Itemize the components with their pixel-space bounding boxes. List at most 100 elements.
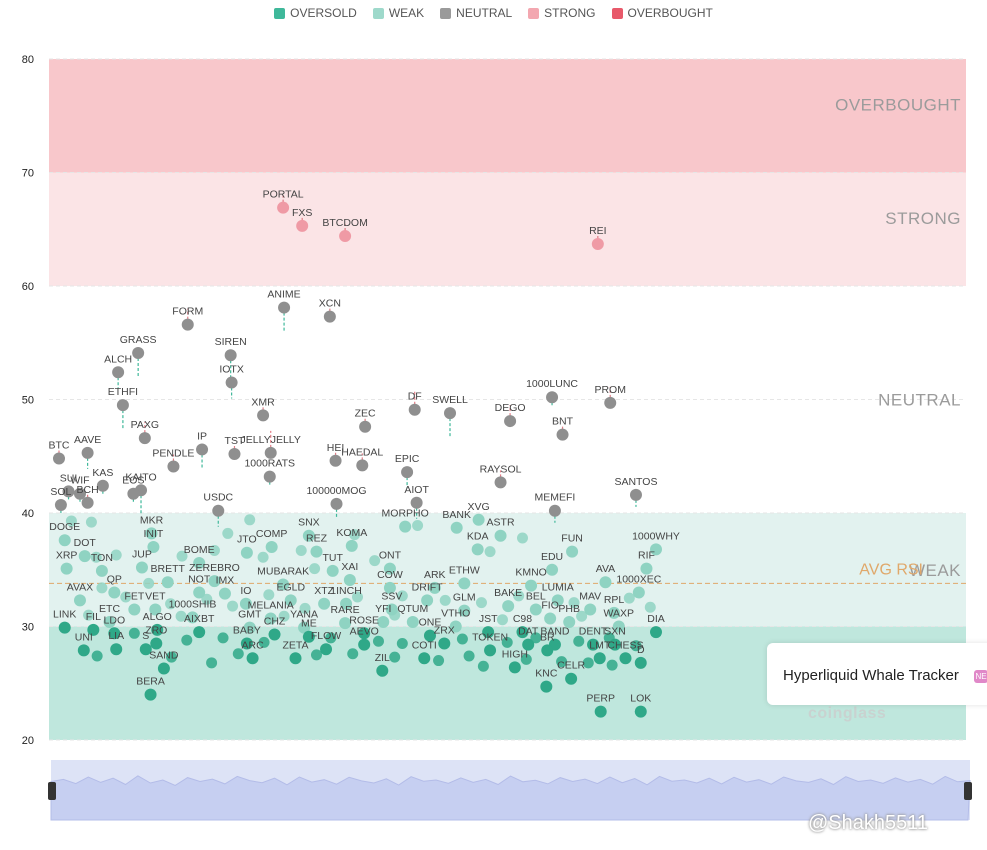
coinglass-watermark: coinglass — [808, 705, 887, 722]
data-point — [494, 476, 507, 489]
tooltip-card[interactable]: Hyperliquid Whale Tracker NE — [767, 643, 987, 705]
data-point-label: S — [142, 630, 149, 642]
legend-item-overbought[interactable]: OVERBOUGHT — [611, 4, 713, 22]
data-point-label: KAITO — [125, 471, 156, 483]
data-point — [103, 615, 116, 628]
data-point-label: BR — [540, 631, 555, 643]
data-point — [604, 396, 617, 409]
data-point — [345, 539, 358, 552]
data-point-label: DENT — [579, 626, 608, 638]
data-point — [501, 636, 513, 648]
data-point — [406, 615, 419, 628]
data-point-label: NOT — [188, 573, 211, 585]
data-point-label: MEMEFI — [534, 492, 575, 504]
data-point-label: ETC — [99, 603, 120, 615]
tooltip-text: Hyperliquid Whale Tracker — [783, 667, 959, 684]
data-point — [623, 592, 635, 604]
data-point-label: AEVO — [350, 626, 379, 638]
data-point — [444, 407, 457, 420]
data-point-label: REZ — [306, 533, 328, 545]
y-tick-label: 60 — [22, 281, 34, 293]
data-point-label: SAND — [149, 649, 179, 661]
y-tick-label: 40 — [22, 508, 34, 520]
data-point-label: GMT — [238, 609, 262, 621]
data-point-label: HIGH — [502, 648, 528, 660]
navigator-left-handle[interactable] — [48, 782, 56, 800]
data-point-label: LDO — [104, 614, 126, 626]
legend-item-oversold[interactable]: OVERSOLD — [274, 4, 357, 22]
data-point — [176, 550, 188, 562]
user-watermark: @Shakh5511 — [808, 812, 929, 834]
data-point-label: HAEDAL — [341, 446, 383, 458]
data-point — [377, 615, 390, 628]
data-point — [530, 632, 542, 644]
data-point — [309, 563, 321, 575]
data-point — [385, 603, 398, 616]
data-point — [58, 621, 71, 634]
data-point — [423, 629, 436, 642]
data-point-label: EDU — [541, 551, 563, 563]
data-point — [650, 626, 663, 639]
legend-item-neutral[interactable]: NEUTRAL — [440, 4, 512, 22]
data-point — [477, 660, 489, 672]
data-point — [340, 597, 353, 610]
data-point-label: LOK — [630, 693, 651, 705]
data-point-label: TUT — [322, 552, 343, 564]
data-point-label: SIREN — [215, 336, 247, 348]
data-point — [576, 610, 588, 622]
data-point-label: COW — [377, 569, 403, 581]
data-point — [208, 544, 220, 556]
data-point-label: EPIC — [395, 453, 420, 465]
data-point — [556, 656, 568, 668]
data-point — [608, 606, 621, 619]
data-point-label: IOTX — [219, 363, 244, 375]
band-strong — [49, 172, 966, 286]
navigator-right-handle[interactable] — [964, 782, 972, 800]
data-point-label: BRETT — [151, 563, 186, 575]
data-point — [450, 521, 463, 534]
data-point — [149, 603, 162, 616]
data-point — [325, 632, 337, 644]
data-point — [401, 466, 414, 479]
data-point-label: RARE — [331, 604, 360, 616]
data-point-label: KMNO — [515, 567, 547, 579]
legend-item-strong[interactable]: STRONG — [528, 4, 596, 22]
data-point — [565, 672, 578, 685]
data-point — [232, 648, 244, 660]
zone-label-strong: STRONG — [885, 209, 961, 228]
data-point — [295, 544, 307, 556]
legend-label-strong: STRONG — [544, 6, 596, 20]
data-point — [289, 652, 302, 665]
data-point — [96, 479, 109, 492]
data-point — [640, 562, 653, 575]
data-point — [339, 617, 352, 630]
data-point-label: REI — [589, 225, 607, 237]
data-point-label: 1000WHY — [632, 530, 680, 542]
data-point-label: SSV — [381, 590, 402, 602]
data-point — [53, 452, 65, 465]
data-point — [568, 597, 580, 609]
zone-labels: OVERBOUGHT STRONG NEUTRAL WEAK — [835, 95, 961, 579]
data-point-label: 1000SHIB — [169, 598, 217, 610]
data-point-label: TOKEN — [472, 631, 508, 643]
range-navigator — [48, 760, 972, 821]
data-point — [369, 555, 381, 567]
y-tick-label: 30 — [22, 622, 34, 634]
data-point — [330, 497, 343, 510]
data-point — [268, 628, 281, 641]
data-point — [58, 534, 71, 547]
data-point — [421, 594, 434, 607]
data-point — [599, 576, 612, 589]
data-point-label: ALCH — [104, 353, 132, 365]
data-point-label: YANA — [290, 609, 318, 621]
data-point — [196, 443, 209, 456]
legend-item-weak[interactable]: WEAK — [372, 4, 424, 22]
data-point-label: IO — [240, 585, 251, 597]
data-point — [217, 632, 229, 644]
data-point-label: HEI — [327, 442, 345, 454]
data-point-label: 1000XEC — [616, 573, 661, 585]
legend-label-neutral: NEUTRAL — [456, 6, 513, 20]
data-point-label: AIXBT — [184, 613, 215, 625]
data-point — [456, 633, 468, 645]
data-point-label: SWELL — [432, 394, 468, 406]
